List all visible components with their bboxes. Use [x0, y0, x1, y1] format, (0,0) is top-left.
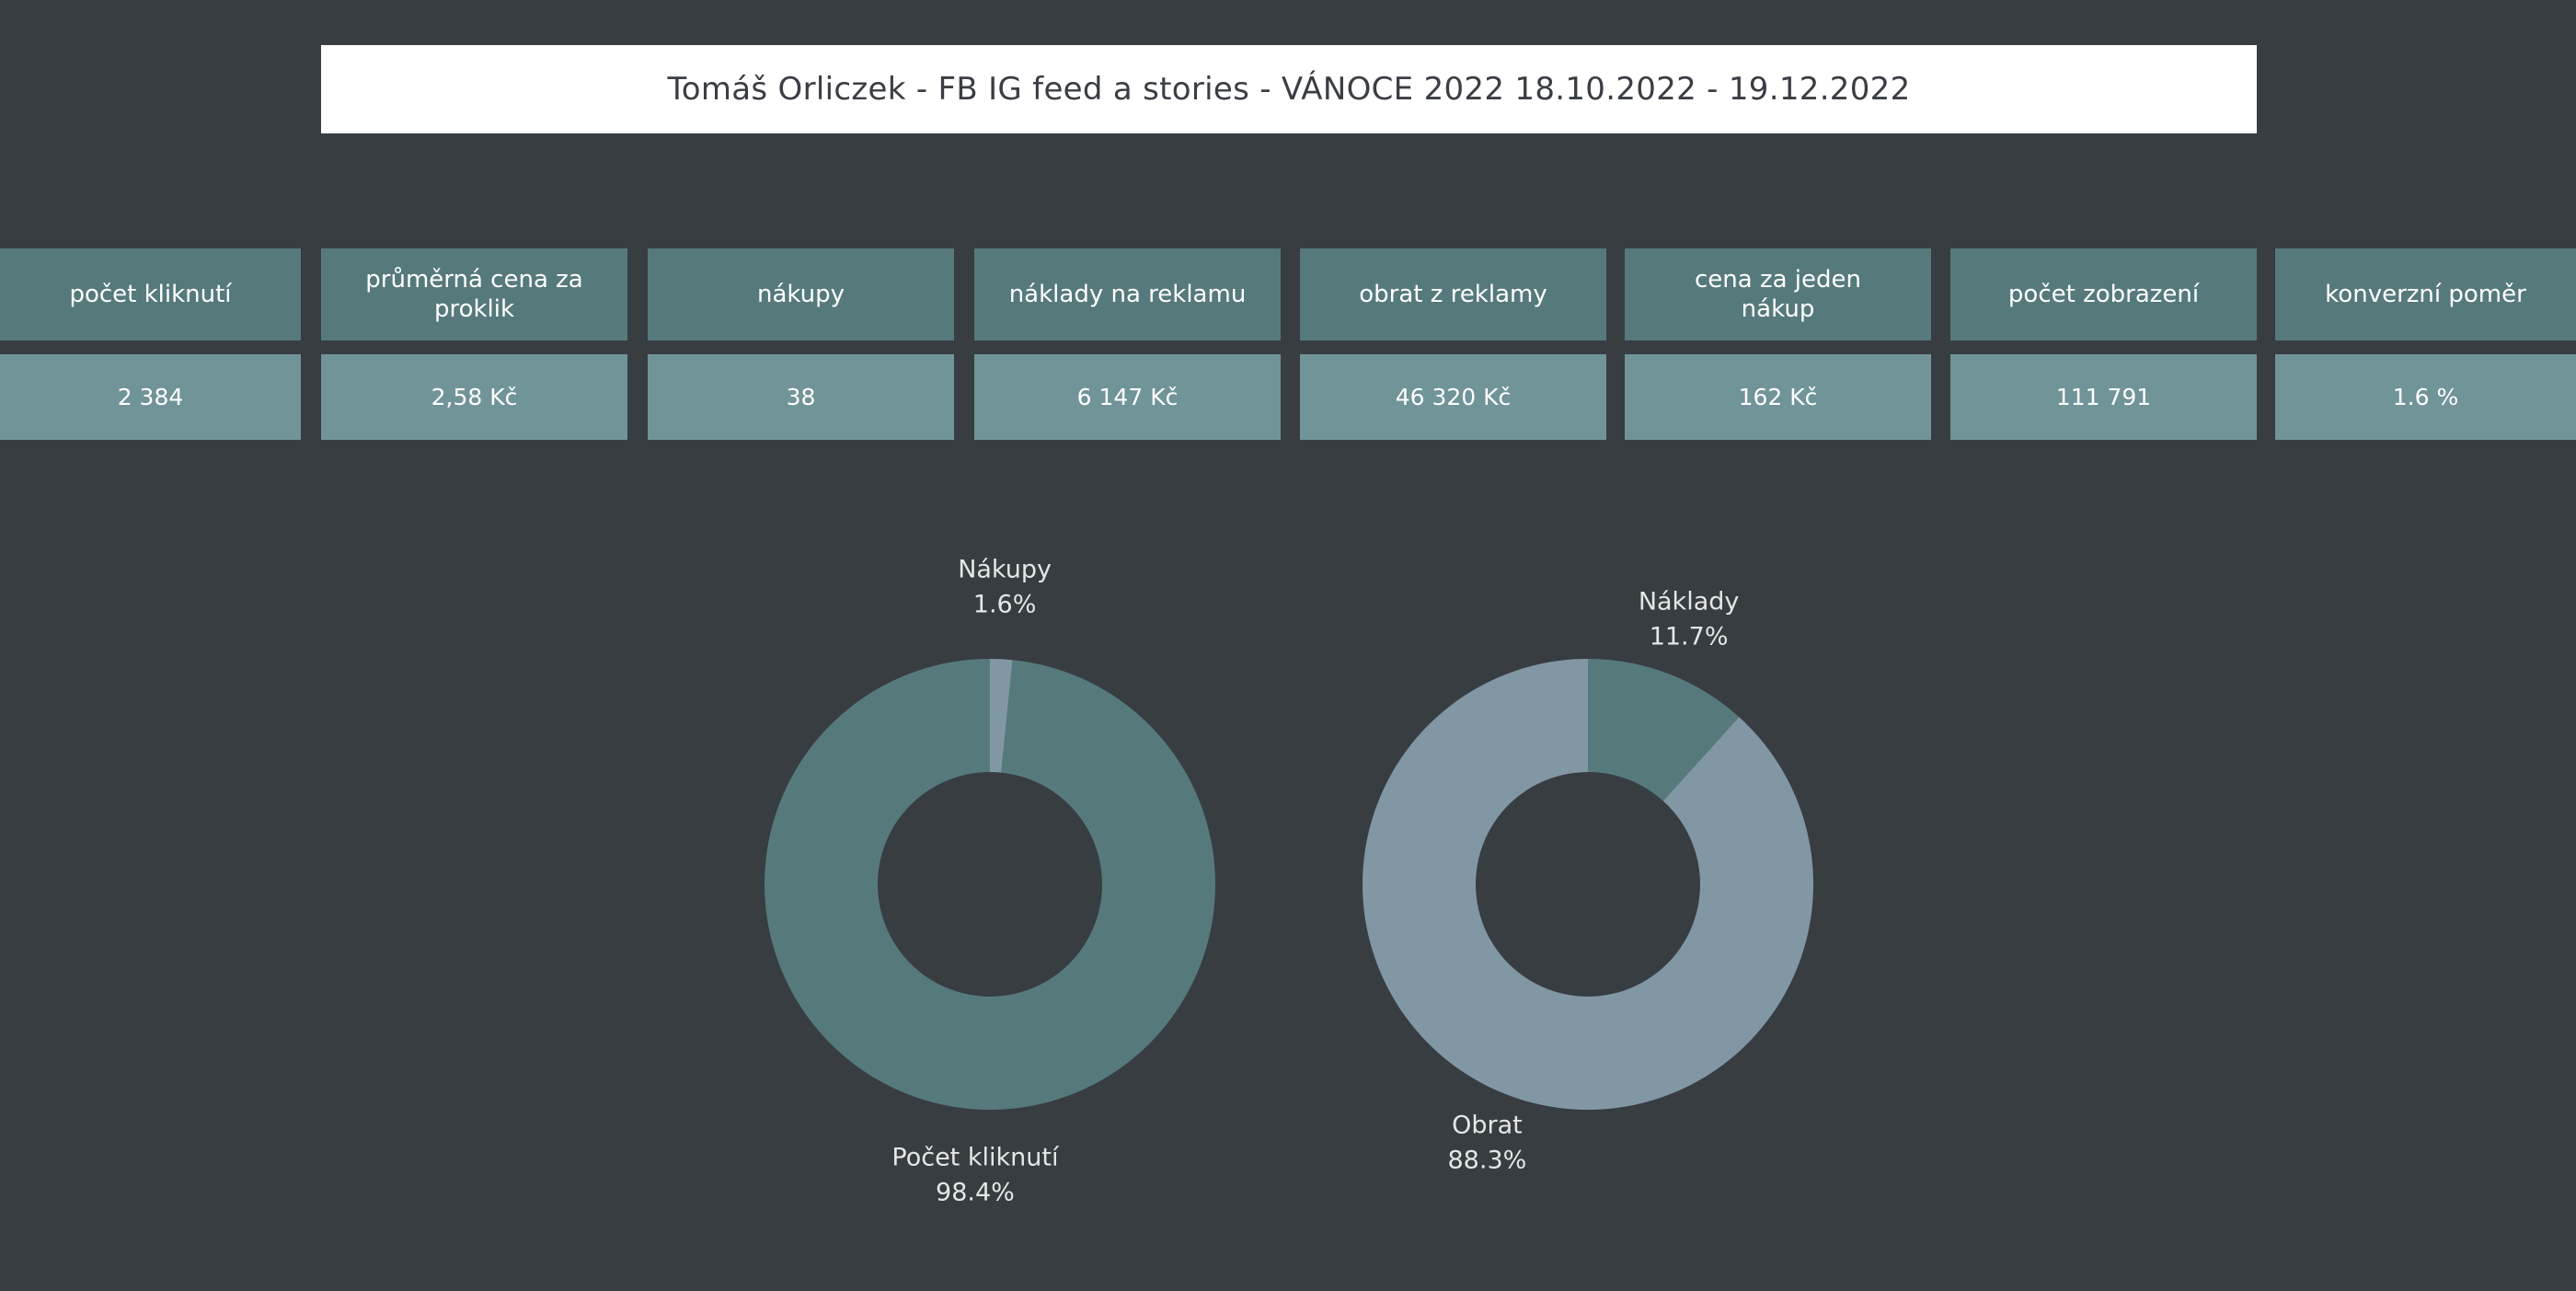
kpi-label-conversion-rate: konverzní poměr — [2275, 248, 2576, 340]
kpi-value-impressions: 111 791 — [1950, 354, 2257, 440]
slice-label-pocet-kliknuti: Počet kliknutí — [891, 1144, 1060, 1172]
slice-percent-obrat: 88.3% — [1448, 1147, 1527, 1175]
kpi-label-cost-per-purchase: cena za jeden nákup — [1625, 248, 1931, 340]
kpi-value-row: 2 384 2,58 Kč 38 6 147 Kč 46 320 Kč 162 … — [0, 354, 2576, 440]
slice-pocet-kliknuti — [765, 659, 1215, 1110]
donut-chart-cost-revenue: Náklady 11.7% Obrat 88.3% — [1363, 587, 1813, 1175]
kpi-label-clicks: počet kliknutí — [0, 248, 301, 340]
slice-nakupy — [990, 659, 1013, 773]
kpi-value-purchases: 38 — [648, 354, 954, 440]
kpi-value-conversion-rate: 1.6 % — [2275, 354, 2576, 440]
kpi-label-purchases: nákupy — [648, 248, 954, 340]
kpi-value-cpc: 2,58 Kč — [321, 354, 627, 440]
slice-obrat — [1363, 659, 1813, 1110]
slice-label-obrat: Obrat — [1452, 1112, 1523, 1140]
kpi-label-cpc: průměrná cena za proklik — [321, 248, 627, 340]
kpi-value-cost-per-purchase: 162 Kč — [1625, 354, 1931, 440]
donut-chart-clicks-purchases: Nákupy 1.6% Počet kliknutí 98.4% — [765, 555, 1215, 1207]
kpi-value-ad-cost: 6 147 Kč — [974, 354, 1281, 440]
slice-naklady — [1588, 659, 1740, 801]
slice-label-nakupy: Nákupy — [958, 555, 1052, 583]
kpi-label-impressions: počet zobrazení — [1950, 248, 2257, 340]
kpi-value-revenue: 46 320 Kč — [1300, 354, 1606, 440]
slice-percent-nakupy: 1.6% — [973, 590, 1037, 618]
slice-label-naklady: Náklady — [1639, 587, 1740, 616]
report-title: Tomáš Orliczek - FB IG feed a stories - … — [321, 45, 2257, 133]
kpi-label-ad-cost: náklady na reklamu — [974, 248, 1281, 340]
slice-percent-naklady: 11.7% — [1650, 622, 1729, 651]
kpi-label-revenue: obrat z reklamy — [1300, 248, 1606, 340]
slice-percent-pocet-kliknuti: 98.4% — [936, 1179, 1015, 1207]
kpi-value-clicks: 2 384 — [0, 354, 301, 440]
kpi-header-row: počet kliknutí průměrná cena za proklik … — [0, 248, 2576, 340]
